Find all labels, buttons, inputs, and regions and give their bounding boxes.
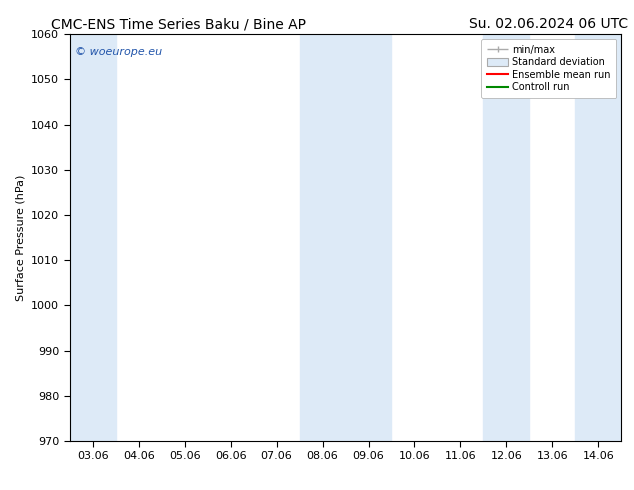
Text: Su. 02.06.2024 06 UTC: Su. 02.06.2024 06 UTC — [469, 17, 628, 31]
Text: CMC-ENS Time Series Baku / Bine AP: CMC-ENS Time Series Baku / Bine AP — [51, 17, 306, 31]
Legend: min/max, Standard deviation, Ensemble mean run, Controll run: min/max, Standard deviation, Ensemble me… — [481, 39, 616, 98]
Bar — [299, 34, 391, 441]
Bar — [575, 34, 621, 441]
Bar — [483, 34, 529, 441]
Bar — [70, 34, 115, 441]
Text: © woeurope.eu: © woeurope.eu — [75, 47, 162, 56]
Y-axis label: Surface Pressure (hPa): Surface Pressure (hPa) — [16, 174, 25, 301]
